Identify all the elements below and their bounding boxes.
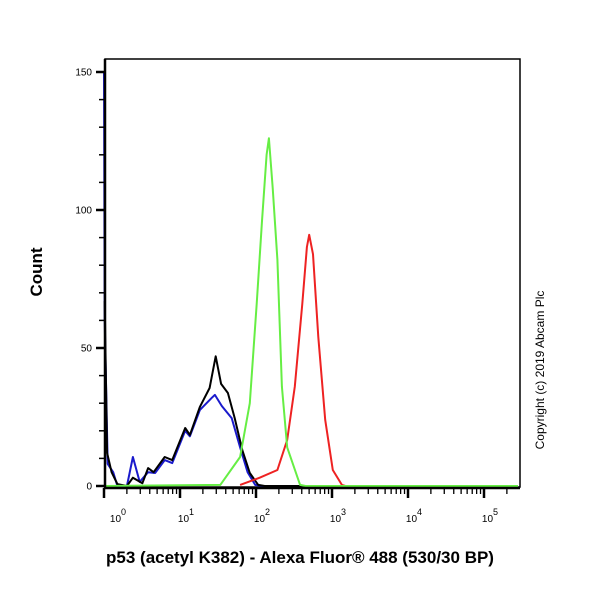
x-tick-label: 101 <box>178 507 194 525</box>
x-tick-label: 103 <box>330 507 346 525</box>
x-tick-label: 102 <box>254 507 270 525</box>
y-axis-title: Count <box>27 247 46 296</box>
series-line-2 <box>103 137 518 487</box>
y-tick-label: 0 <box>86 482 92 493</box>
copyright-text: Copyright (c) 2019 Abcam Plc <box>533 291 547 450</box>
series-line-0 <box>103 71 518 487</box>
y-tick-label: 50 <box>81 344 93 355</box>
y-tick-label: 100 <box>75 206 92 217</box>
series-layer <box>103 71 518 487</box>
series-line-3 <box>239 233 346 487</box>
y-tick-label: 150 <box>75 68 92 79</box>
x-tick-label: 105 <box>482 507 498 525</box>
x-tick-label: 104 <box>406 507 422 525</box>
plot-frame <box>104 58 521 488</box>
axes-layer: 0 50 100 150 100 101 102 103 104 105 <box>75 59 520 525</box>
x-axis-title: p53 (acetyl K382) - Alexa Fluor® 488 (53… <box>106 548 494 567</box>
x-tick-label: 100 <box>110 507 126 525</box>
series-line-1 <box>103 301 518 487</box>
